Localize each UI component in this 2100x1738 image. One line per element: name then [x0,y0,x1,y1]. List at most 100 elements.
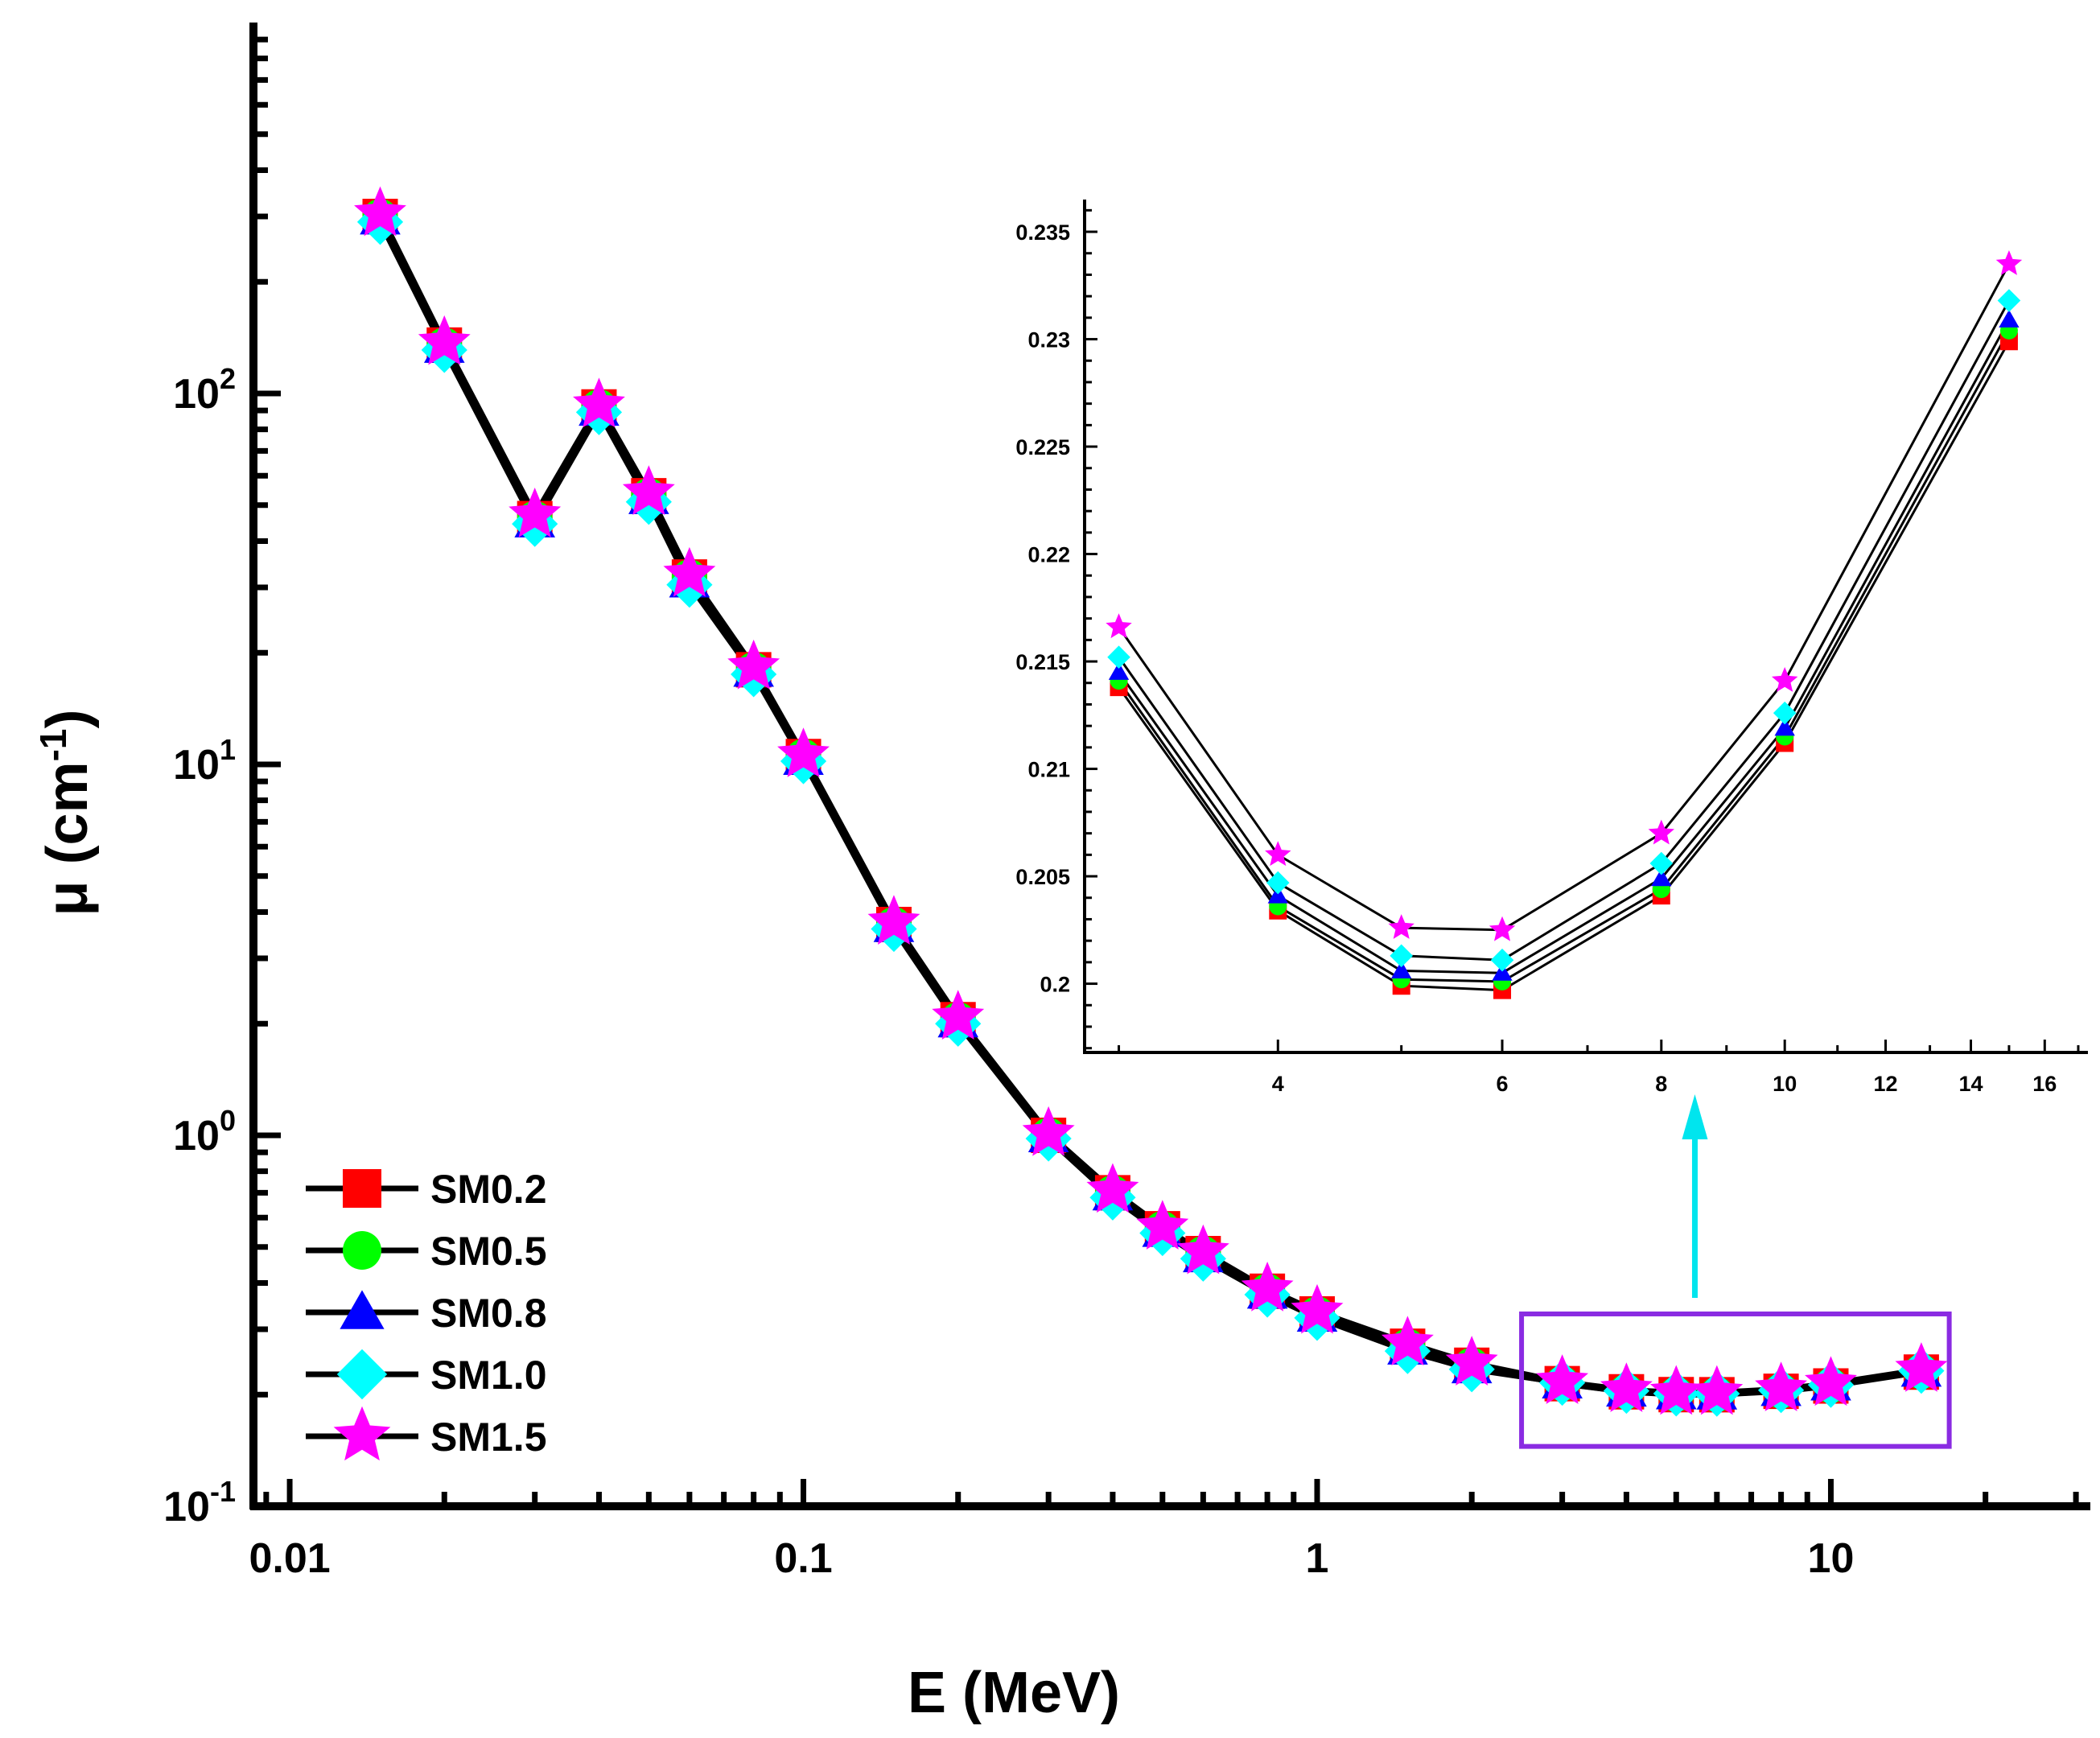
inset-point-SM1.0 [1266,871,1290,895]
inset-series-markers [1106,250,2023,999]
inset-x-tick-label: 4 [1272,1072,1284,1096]
inset-y-tick-label: 0.235 [1015,220,1070,245]
inset-axes [1083,200,2088,1054]
main-y-tick-base: 10 [173,742,220,789]
inset-point-SM1.0 [1107,645,1130,669]
inset-tick-labels: 4 6 8 10 12 14 16 0.2 0.205 0.21 0.215 0.22 0.225 0.2… [1015,220,2057,1096]
zoom-arrow-head [1682,1094,1708,1139]
legend-label: SM1.0 [430,1353,547,1398]
main-x-tick-label: 10 [1808,1535,1855,1582]
legend: SM0.2 SM0.5 SM0.8 SM1.0 SM1.5 [306,1167,547,1461]
main-point-SM1.5 [932,990,985,1040]
main-point-SM1.5 [354,186,406,237]
legend-marker-SM0.5 [343,1231,381,1270]
main-y-tick-label: 101 [173,733,236,789]
main-x-tick-label: 0.01 [249,1535,330,1582]
inset-point-SM1.5 [1648,819,1675,845]
main-axes [249,23,2090,1510]
inset-point-SM1.0 [1490,948,1514,972]
main-y-tick-exponent: -1 [210,1475,236,1508]
legend-item: SM0.5 [306,1229,547,1274]
inset-y-tick-label: 0.215 [1015,650,1070,674]
inset-point-SM1.5 [1265,841,1291,867]
inset-point-SM0.8 [1267,885,1288,904]
inset-y-tick-label: 0.23 [1027,328,1070,352]
legend-item: SM1.5 [306,1406,547,1461]
inset-x-tick-label: 14 [1958,1072,1983,1096]
main-point-SM1.5 [867,895,920,945]
main-y-tick-label: 100 [173,1104,236,1159]
main-point-SM1.5 [663,546,716,597]
inset-point-SM1.0 [1997,289,2021,312]
highlight-box [1519,1311,1952,1449]
inset-y-tick-label: 0.205 [1015,865,1070,889]
legend-label: SM0.8 [430,1291,547,1336]
legend-item: SM1.0 [306,1349,547,1400]
inset-point-SM0.8 [1391,960,1412,979]
main-point-SM1.5 [1241,1262,1294,1312]
y-axis-label-close: ) [35,710,100,729]
main-point-SM1.5 [1600,1362,1653,1412]
inset-point-SM0.8 [1999,309,2020,328]
inset-point-SM0.8 [1774,718,1795,736]
main-y-tick-base: 10 [173,371,220,418]
inset-plot: 4 6 8 10 12 14 16 0.2 0.205 0.21 0.215 0.22 0.225 0.2… [1015,200,2088,1096]
inset-x-tick-label: 12 [1874,1072,1898,1096]
inset-point-SM1.0 [1390,944,1413,968]
legend-marker-SM1.5 [333,1406,391,1461]
x-axis-label: E (MeV) [908,1661,1120,1725]
inset-point-SM1.5 [1106,613,1132,639]
inset-point-SM1.5 [1388,914,1414,939]
inset-point-SM1.0 [1773,701,1797,725]
legend-item: SM0.2 [306,1167,547,1212]
legend-marker-SM0.8 [340,1290,385,1329]
inset-y-tick-label: 0.225 [1015,435,1070,459]
legend-marker-SM1.0 [336,1349,388,1400]
inset-y-tick-label: 0.22 [1027,543,1070,567]
main-point-SM1.5 [1291,1283,1344,1334]
main-y-tick-exponent: 2 [220,362,236,395]
main-point-SM1.5 [1649,1365,1703,1415]
main-point-SM1.5 [1176,1224,1229,1275]
main-point-SM1.5 [727,639,780,690]
main-point-SM1.5 [1136,1200,1189,1250]
main-y-tick-label: 102 [173,362,236,418]
main-point-SM1.5 [622,465,675,515]
y-axis-label-text: μ (cm [35,761,100,916]
inset-point-SM1.5 [1771,667,1798,692]
inset-x-tick-label: 8 [1655,1072,1667,1096]
main-point-SM1.5 [1022,1106,1075,1156]
main-point-SM1.5 [1690,1365,1744,1415]
main-x-tick-label: 0.1 [774,1535,832,1582]
inset-x-tick-label: 16 [2032,1072,2057,1096]
legend-label: SM0.5 [430,1229,547,1274]
inset-x-tick-label: 6 [1497,1072,1509,1096]
main-point-SM1.5 [509,488,562,537]
legend-item: SM0.8 [306,1290,547,1336]
y-axis-label-exponent: -1 [32,728,74,761]
main-point-SM1.5 [1755,1361,1808,1411]
legend-marker-SM0.2 [343,1169,381,1208]
main-y-tick-base: 10 [163,1484,210,1530]
main-point-SM1.5 [1086,1163,1139,1213]
inset-y-tick-label: 0.21 [1027,758,1070,782]
main-highlight [1519,1094,1952,1449]
main-y-tick-label: 10-1 [163,1475,236,1530]
main-y-tick-exponent: 0 [220,1104,236,1137]
main-point-SM1.5 [777,727,830,777]
main-point-SM1.5 [1381,1316,1434,1366]
main-point-SM1.5 [1445,1336,1498,1386]
main-series-markers [354,186,1948,1417]
main-point-SM1.5 [1895,1342,1948,1392]
main-point-SM1.5 [1536,1354,1589,1404]
inset-point-SM0.8 [1651,868,1672,887]
inset-y-tick-label: 0.2 [1040,973,1070,997]
inset-x-tick-label: 10 [1773,1072,1797,1096]
legend-label: SM1.5 [430,1415,547,1460]
main-y-tick-exponent: 1 [220,733,236,766]
main-point-SM1.5 [1805,1356,1857,1406]
main-y-tick-base: 10 [173,1113,220,1159]
